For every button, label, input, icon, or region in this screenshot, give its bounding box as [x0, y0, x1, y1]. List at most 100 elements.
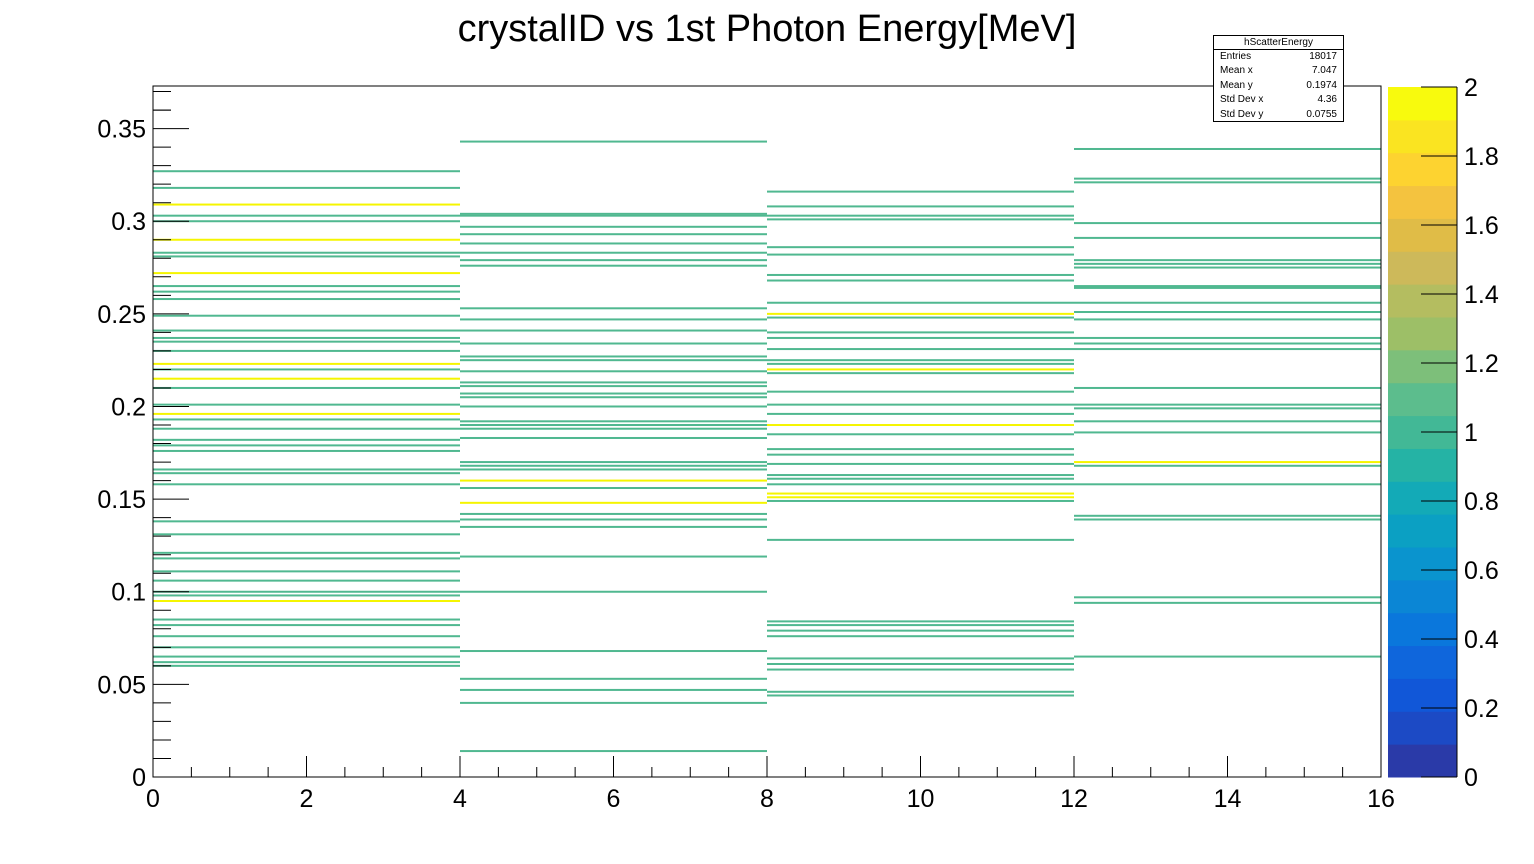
heatmap-cell — [153, 472, 460, 475]
x-tick-label: 14 — [1214, 785, 1242, 813]
heatmap-cell — [1074, 266, 1381, 269]
heatmap-cell — [1074, 336, 1381, 339]
y-axis: 0 0.05 0.1 0.15 0.2 0.25 0.3 0.35 — [97, 91, 189, 792]
heatmap-cell — [153, 600, 460, 603]
heatmap-cell — [767, 690, 1074, 693]
heatmap-cell — [767, 301, 1074, 304]
color-scale-band — [1388, 349, 1457, 384]
heatmap-cell — [460, 251, 767, 254]
heatmap-cell — [460, 212, 767, 215]
color-scale-tick-label: 1 — [1464, 419, 1478, 447]
x-tick-label: 2 — [300, 785, 314, 813]
heatmap-cell — [153, 618, 460, 621]
heatmap-cell — [767, 190, 1074, 193]
color-scale — [1388, 87, 1457, 778]
x-tick-label: 4 — [453, 785, 467, 813]
heatmap-cell — [767, 390, 1074, 393]
y-tick-label: 0.05 — [97, 671, 146, 699]
stats-label: Std Dev y — [1220, 108, 1264, 120]
heatmap-cell — [153, 655, 460, 658]
heatmap-cell — [1074, 464, 1381, 467]
stats-value: 7.047 — [1311, 65, 1337, 77]
heatmap-cell — [153, 386, 460, 389]
chart-title: crystalID vs 1st Photon Energy[MeV] — [457, 8, 1077, 50]
stats-value: 18017 — [1309, 51, 1337, 62]
heatmap-cell — [153, 661, 460, 664]
heatmap-cell — [460, 420, 767, 423]
heatmap-cell — [153, 635, 460, 638]
heatmap-cell — [460, 385, 767, 388]
heatmap-cell — [767, 694, 1074, 697]
heatmap-cell — [460, 342, 767, 345]
heatmap-cell — [767, 412, 1074, 415]
x-tick-label: 12 — [1060, 785, 1088, 813]
heatmap-cell — [460, 424, 767, 427]
heatmap-cell — [153, 483, 460, 486]
heatmap-cell — [767, 214, 1074, 217]
heatmap-cell — [767, 331, 1074, 334]
heatmap-cell — [460, 355, 767, 358]
heatmap-cell — [767, 448, 1074, 451]
heatmap-cell — [153, 238, 460, 241]
heatmap-cell — [460, 392, 767, 395]
heatmap-cell — [767, 477, 1074, 480]
heatmap-cell — [767, 312, 1074, 315]
heatmap-cell — [767, 336, 1074, 339]
heatmap-cell — [153, 336, 460, 339]
heatmap-cell — [767, 368, 1074, 371]
y-tick-label: 0.25 — [97, 301, 146, 329]
heatmap-cell — [1074, 483, 1381, 486]
heatmap-cell — [460, 677, 767, 680]
heatmap-cell — [153, 377, 460, 380]
heatmap-cell — [460, 461, 767, 464]
heatmap-cells — [153, 140, 1381, 753]
color-scale-band — [1388, 218, 1457, 252]
heatmap-cell — [1074, 342, 1381, 345]
heatmap-cell — [767, 316, 1074, 319]
color-scale-tick-label: 0.8 — [1464, 488, 1499, 516]
x-axis: 0 2 4 6 8 10 12 14 16 — [146, 756, 1395, 813]
heatmap-cell — [153, 664, 460, 667]
heatmap-cell — [460, 701, 767, 704]
heatmap-cell — [153, 170, 460, 173]
heatmap-cell — [153, 533, 460, 536]
stats-row-mean-x: Mean x 7.047 — [1214, 64, 1343, 78]
heatmap-cell — [153, 298, 460, 301]
heatmap-cell — [1074, 403, 1381, 406]
heatmap-cell — [460, 512, 767, 515]
heatmap-cell — [153, 255, 460, 258]
heatmap-cell — [460, 242, 767, 245]
heatmap-cell — [460, 427, 767, 430]
y-tick-label: 0.2 — [111, 393, 146, 421]
heatmap-cell — [767, 462, 1074, 465]
heatmap-cell — [1074, 285, 1381, 288]
heatmap-cell — [767, 359, 1074, 362]
color-scale-band — [1388, 514, 1457, 548]
color-scale-tick-label: 1.4 — [1464, 281, 1499, 309]
heatmap-cell — [1074, 286, 1381, 289]
heatmap-cell — [153, 557, 460, 560]
heatmap-cell — [767, 279, 1074, 282]
heatmap-cell — [460, 436, 767, 439]
heatmap-cell — [767, 620, 1074, 623]
heatmap-cell — [767, 538, 1074, 541]
heatmap-cell — [1074, 177, 1381, 180]
stats-row-mean-y: Mean y 0.1974 — [1214, 79, 1343, 93]
heatmap-cell — [153, 594, 460, 597]
heatmap-cell — [460, 650, 767, 653]
heatmap-cell — [1074, 601, 1381, 604]
heatmap-cell — [767, 499, 1074, 502]
heatmap-cell — [153, 412, 460, 415]
heatmap-cell — [1074, 259, 1381, 262]
color-scale-band — [1388, 87, 1457, 121]
heatmap-cell — [153, 418, 460, 421]
heatmap-cell — [460, 359, 767, 362]
heatmap-cell — [153, 340, 460, 343]
heatmap-cell — [767, 492, 1074, 495]
color-scale-band — [1388, 711, 1457, 745]
heatmap-cell — [460, 464, 767, 467]
heatmap-cell — [153, 579, 460, 582]
heatmap-cell — [460, 259, 767, 262]
heatmap-cell — [1074, 461, 1381, 464]
heatmap-cell — [767, 453, 1074, 456]
